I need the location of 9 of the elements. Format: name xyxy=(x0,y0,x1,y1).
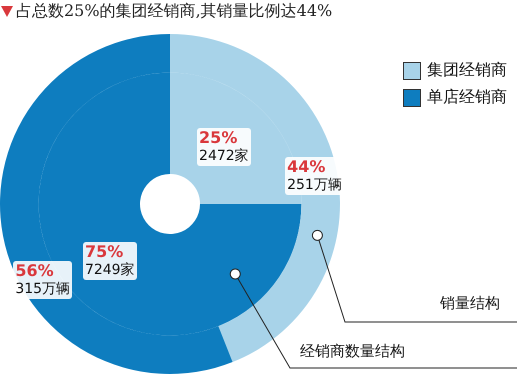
data-label: 44% 251万辆 xyxy=(287,157,342,196)
data-label: 75% 7249家 xyxy=(84,242,135,280)
legend-label: 单店经销商 xyxy=(427,87,507,108)
slice-label: 销量结构 xyxy=(439,294,500,312)
data-label: 56% 315万辆 xyxy=(15,260,70,299)
slice-label: 经销商数量结构 xyxy=(300,342,405,360)
data-label: 25% 2472家 xyxy=(199,128,249,166)
legend-label: 集团经销商 xyxy=(427,60,507,81)
chart-title: 占总数25%的集团经销商,其销量比例达44% xyxy=(16,0,332,22)
